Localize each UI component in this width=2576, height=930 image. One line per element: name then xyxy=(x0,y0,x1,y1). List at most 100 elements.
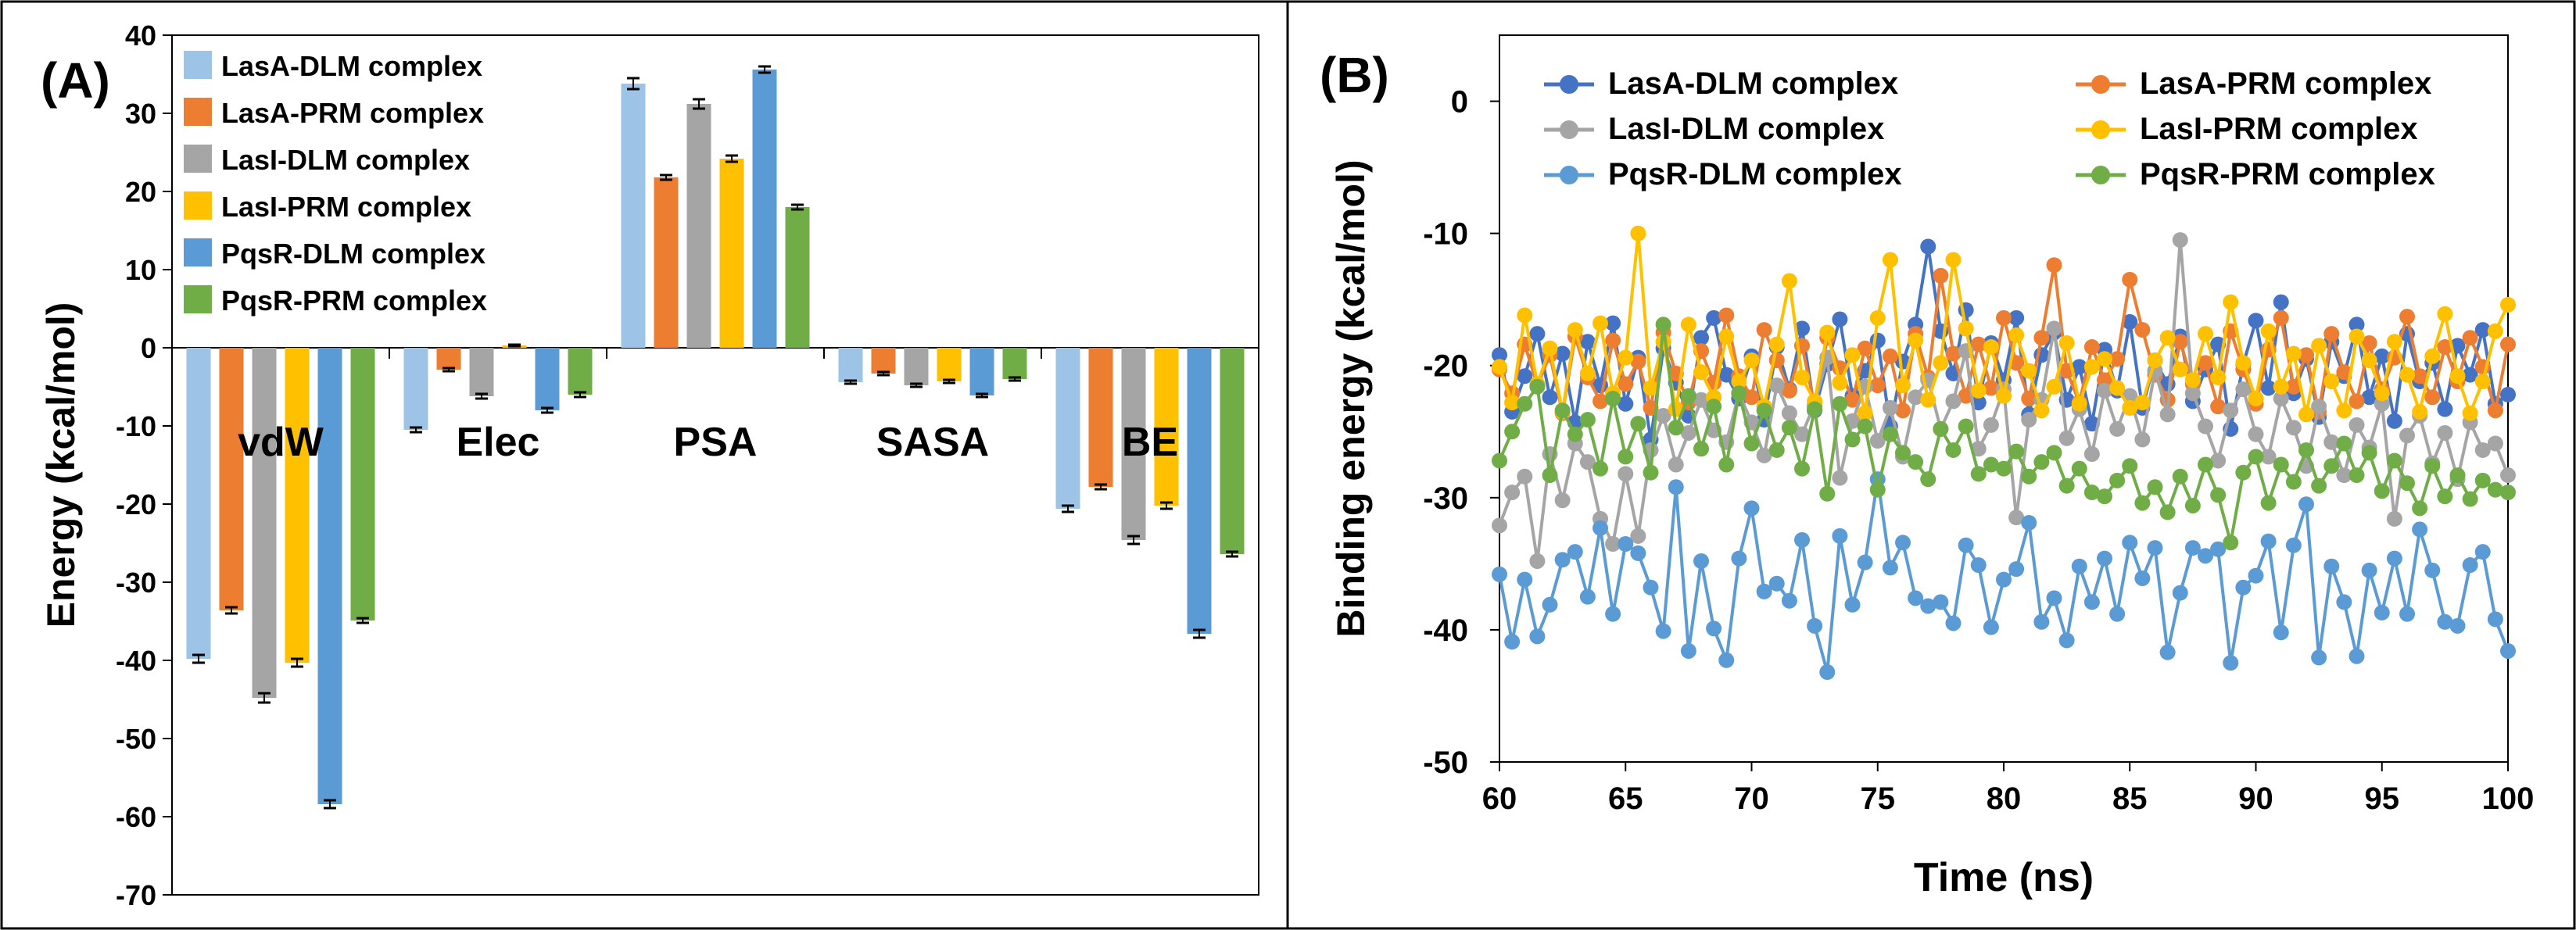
data-point xyxy=(1996,460,2012,477)
data-point xyxy=(1579,412,1596,428)
data-point xyxy=(2122,271,2138,288)
data-point xyxy=(1655,317,1671,333)
data-point xyxy=(1970,466,1987,482)
data-point xyxy=(1996,388,2012,404)
data-point xyxy=(2412,368,2428,385)
data-point xyxy=(1643,579,1659,596)
data-point xyxy=(2285,420,2302,436)
data-point xyxy=(1579,334,1596,350)
legend-swatch xyxy=(184,51,212,79)
data-point xyxy=(2122,399,2138,416)
data-point xyxy=(1945,252,1962,268)
data-point xyxy=(2109,351,2126,367)
data-point xyxy=(2386,413,2402,429)
data-point xyxy=(1706,309,1722,326)
data-point xyxy=(2437,488,2453,505)
data-point xyxy=(2235,579,2252,596)
data-point xyxy=(2172,468,2188,485)
data-point xyxy=(2198,548,2213,564)
data-point xyxy=(2235,464,2252,481)
data-point xyxy=(1781,382,1797,399)
x-tick-label: 60 xyxy=(1482,782,1517,816)
data-point xyxy=(2008,327,2025,343)
data-point xyxy=(1882,560,1898,576)
category-label: Elec xyxy=(457,420,540,465)
data-point xyxy=(2273,309,2289,326)
data-point xyxy=(1832,470,1848,486)
data-point xyxy=(1819,485,1836,502)
data-point xyxy=(2361,562,2377,578)
data-point xyxy=(2184,540,2201,556)
data-point xyxy=(2399,606,2415,622)
data-point xyxy=(1895,445,1911,461)
data-point xyxy=(2083,485,2100,501)
data-point xyxy=(1492,359,1507,375)
bar xyxy=(1088,348,1113,487)
data-point xyxy=(2399,309,2415,325)
data-point xyxy=(1630,528,1646,544)
data-point xyxy=(2058,478,2075,494)
data-point xyxy=(2083,339,2100,356)
y-tick-label: 30 xyxy=(125,98,156,130)
data-point xyxy=(1542,467,1558,484)
data-point xyxy=(2412,500,2428,517)
data-point xyxy=(1768,575,1785,592)
data-point xyxy=(2198,456,2213,473)
data-point xyxy=(2437,401,2453,417)
data-point xyxy=(2223,294,2239,310)
data-point xyxy=(2248,449,2264,465)
data-point xyxy=(2210,487,2227,503)
data-point xyxy=(1869,377,1886,394)
data-point xyxy=(2348,328,2365,345)
data-point xyxy=(2260,449,2277,465)
legend-swatch xyxy=(184,98,212,126)
data-point xyxy=(2462,491,2478,507)
bar xyxy=(186,348,211,659)
data-point xyxy=(2260,380,2277,396)
data-point xyxy=(1996,571,2012,588)
data-point xyxy=(2336,364,2352,381)
data-point xyxy=(2462,405,2478,421)
data-point xyxy=(2399,475,2415,492)
legend-label: LasA-PRM complex xyxy=(2140,66,2431,101)
data-point xyxy=(2323,326,2340,342)
data-point xyxy=(2336,594,2352,610)
data-point xyxy=(2336,435,2352,452)
plot-area-a xyxy=(171,34,1259,896)
data-point xyxy=(2223,535,2239,551)
data-point xyxy=(1882,252,1898,268)
bar xyxy=(1154,348,1179,506)
data-point xyxy=(2134,395,2151,411)
data-point xyxy=(1655,623,1671,639)
data-point xyxy=(2386,452,2402,469)
data-point xyxy=(2273,378,2289,395)
data-point xyxy=(1794,369,1810,385)
data-point xyxy=(2500,642,2516,659)
data-point xyxy=(2248,426,2264,442)
data-point xyxy=(1756,583,1772,599)
data-point xyxy=(2437,306,2453,322)
data-point xyxy=(2399,367,2415,383)
data-point xyxy=(2134,495,2151,511)
data-point xyxy=(1945,345,1962,362)
data-point xyxy=(1832,374,1848,391)
data-point xyxy=(1693,441,1709,457)
data-point xyxy=(2462,557,2478,574)
data-point xyxy=(1680,388,1696,404)
data-point xyxy=(1768,377,1785,394)
bar xyxy=(535,348,560,410)
data-point xyxy=(1807,401,1823,417)
data-point xyxy=(2147,479,2163,495)
data-point xyxy=(2008,309,2025,326)
data-point xyxy=(2071,460,2087,477)
data-point xyxy=(1618,395,1634,412)
data-point xyxy=(2008,510,2025,526)
data-point xyxy=(1668,456,1684,473)
data-point xyxy=(2058,632,2075,649)
bar xyxy=(436,348,461,370)
data-point xyxy=(2412,403,2428,420)
data-point xyxy=(2285,378,2302,395)
data-point xyxy=(2285,474,2302,490)
data-point xyxy=(1504,634,1521,650)
data-point xyxy=(1869,309,1886,326)
